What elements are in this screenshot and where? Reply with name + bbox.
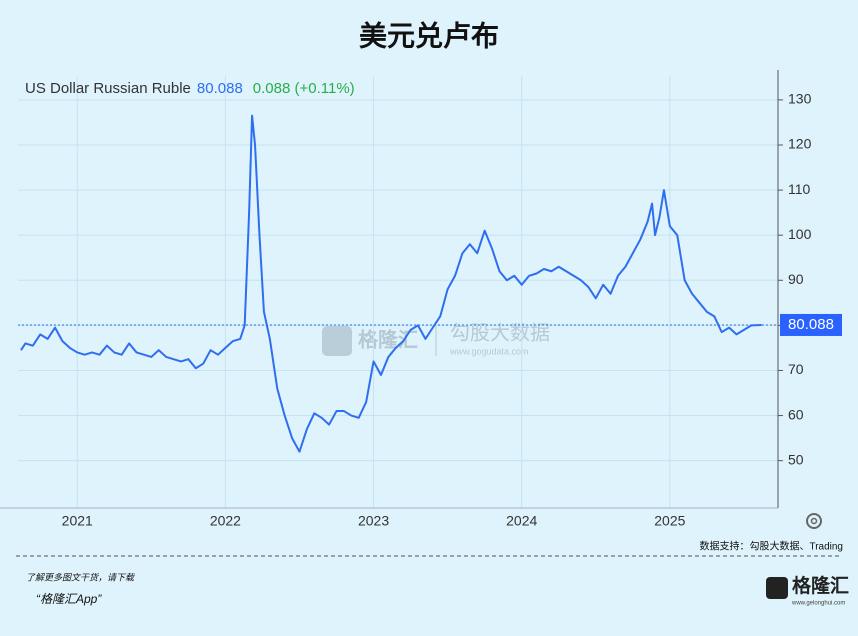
plot: 5060708090100110120130202120222023202420… [0, 70, 842, 529]
y-tick-label: 60 [788, 406, 804, 422]
gear-hub [810, 517, 818, 525]
series-name: US Dollar Russian Ruble [25, 80, 191, 97]
x-tick-label: 2022 [210, 513, 241, 529]
promo: 了解更多图文干货，请下载 [26, 572, 135, 582]
source: 数据支持：勾股大数据、Trading [699, 540, 843, 553]
watermark: 格隆汇 勾股大数据 www.gogudata.com [322, 321, 550, 356]
gear-ring [806, 513, 822, 529]
x-tick-label: 2025 [654, 513, 685, 529]
last-value-tag-label: 80.088 [788, 316, 834, 333]
last-value-tag [780, 313, 842, 336]
y-tick-label: 100 [788, 226, 812, 242]
change: 0.088 (+0.11%) [253, 80, 355, 97]
last-value: 80.088 [197, 80, 243, 97]
y-tick-label: 120 [788, 136, 812, 152]
x-tick-label: 2021 [62, 513, 93, 529]
x-tick-label: 2024 [506, 513, 537, 529]
y-tick-label: 70 [788, 361, 804, 377]
price-line [20, 114, 762, 453]
title: 美元兑卢布 [359, 20, 499, 51]
logo: 格隆汇 [792, 574, 849, 597]
x-tick-label: 2023 [358, 513, 389, 529]
settings-icon[interactable] [806, 513, 822, 529]
watermark-brand: 格隆汇 [358, 327, 418, 351]
y-tick-label: 90 [788, 271, 804, 287]
y-tick-label: 110 [788, 181, 811, 197]
watermark-name: 勾股大数据 [450, 321, 550, 344]
y-tick-label: 50 [788, 451, 804, 467]
watermark-url: www.gogudata.com [449, 346, 529, 356]
logo-icon [766, 577, 788, 599]
app-name: “格隆汇App” [36, 592, 102, 606]
watermark-icon [322, 326, 352, 356]
y-tick-label: 130 [788, 91, 812, 107]
logo-url: www.gelonghui.com [791, 601, 845, 607]
